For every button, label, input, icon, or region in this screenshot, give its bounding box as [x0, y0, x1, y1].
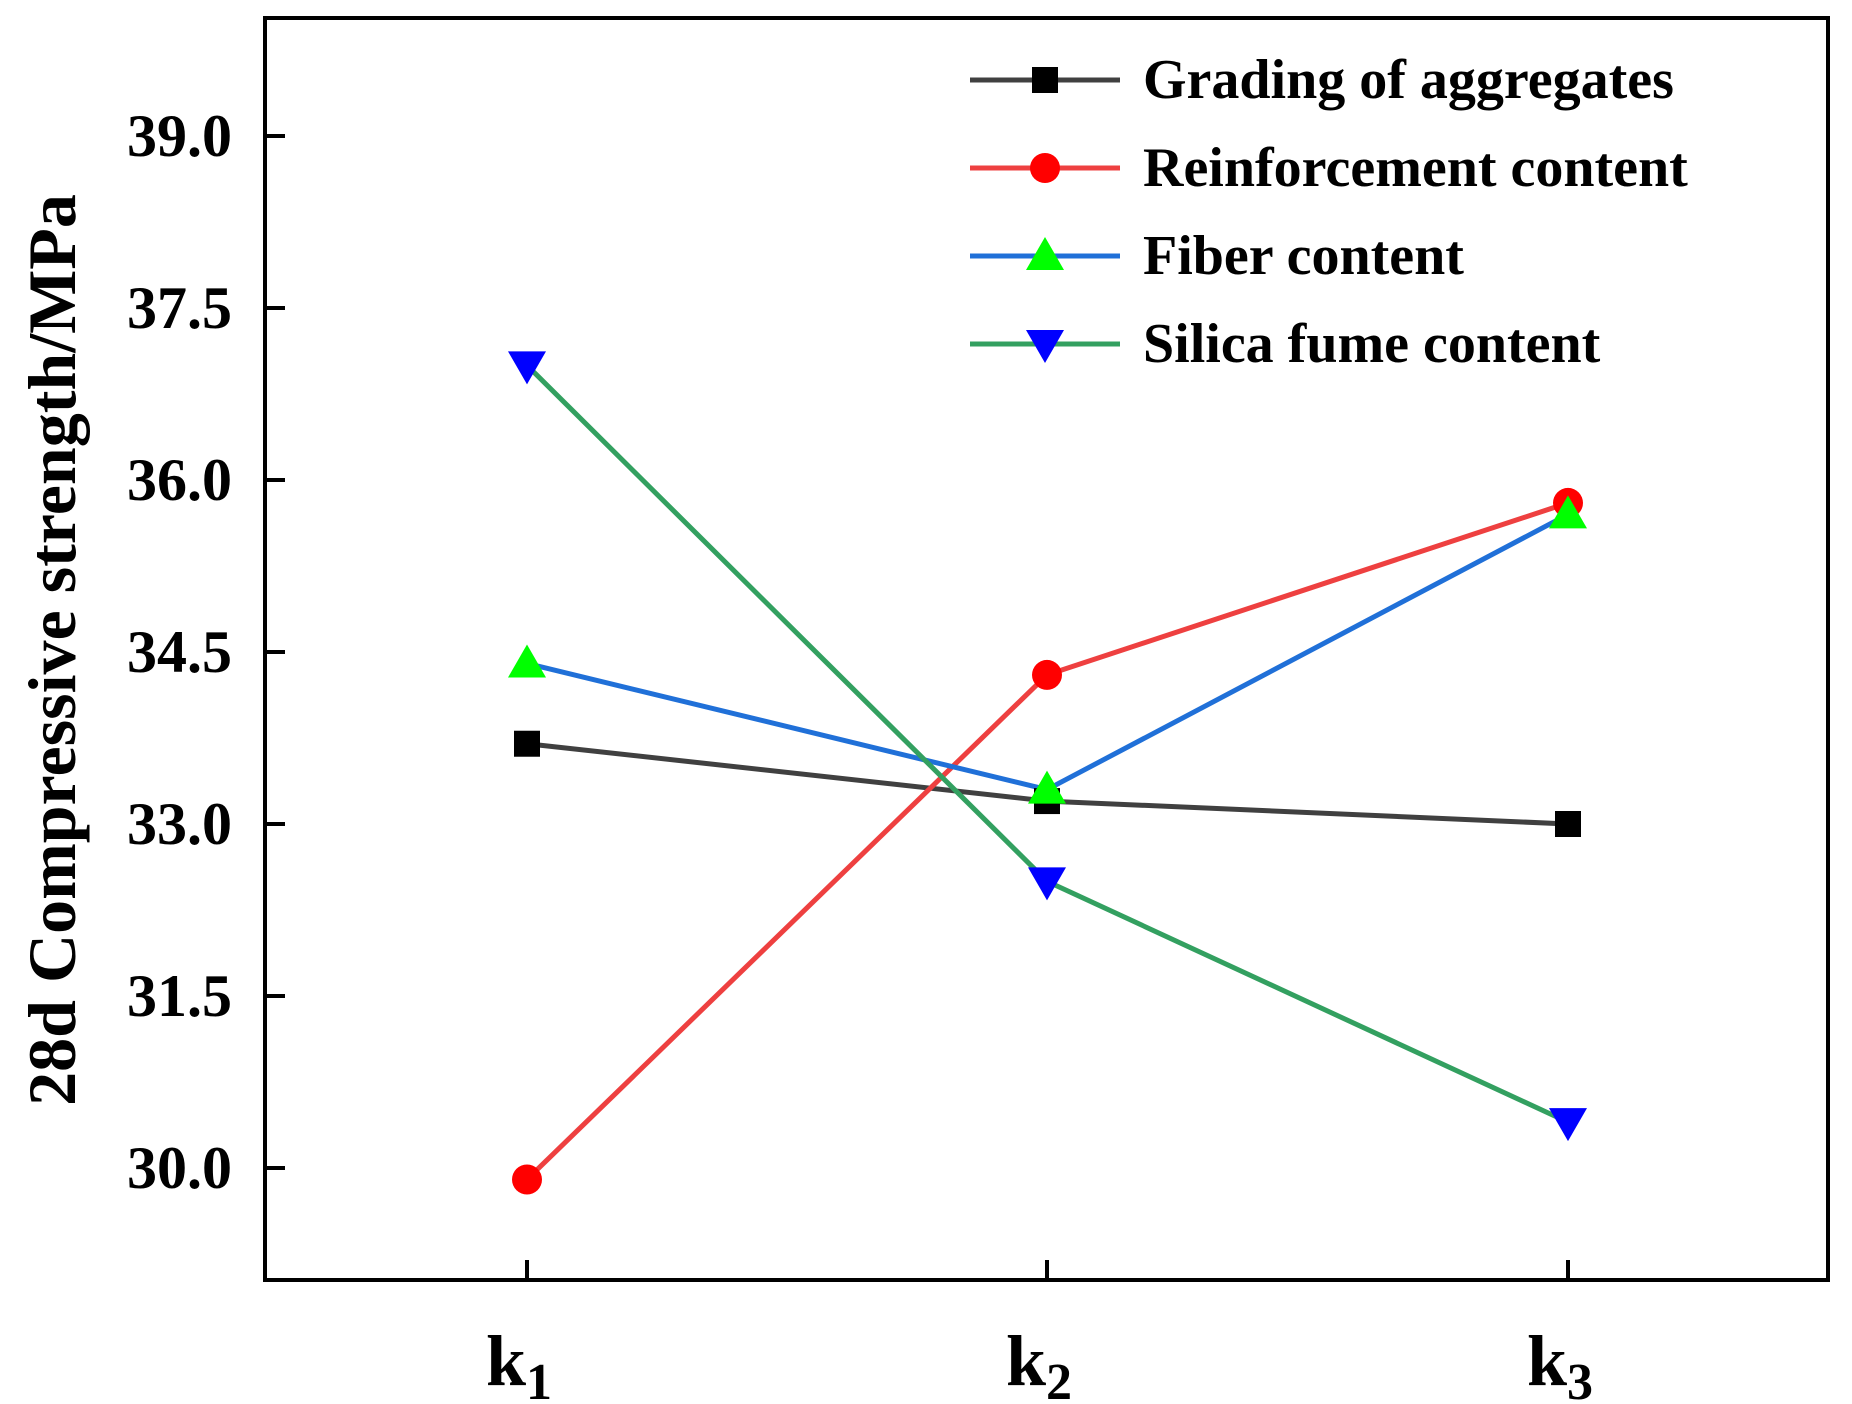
y-tick-label: 34.5: [127, 619, 232, 685]
y-tick-label: 31.5: [127, 963, 232, 1029]
legend: Grading of aggregates Reinforcement conte…: [970, 49, 1688, 375]
data-point: [512, 1164, 542, 1195]
data-point: [1028, 770, 1066, 804]
legend-marker: [1026, 237, 1064, 270]
data-point: [508, 644, 546, 678]
y-tick-label: 39.0: [127, 103, 232, 169]
x-tick-label: k1: [486, 1321, 552, 1404]
legend-marker: [1030, 153, 1060, 183]
data-point: [508, 351, 546, 385]
legend-marker: [1026, 330, 1064, 363]
data-point: [1028, 867, 1066, 901]
y-axis-title: 28d Compressive strength/MPa: [14, 194, 90, 1106]
y-tick-label: 37.5: [127, 275, 232, 341]
series-line: [525, 363, 1570, 1125]
y-axis-ticks: 30.0 31.5 33.0 34.5 36.0 37.5 39.0: [127, 103, 285, 1201]
x-axis-ticks: k1 k2 k3: [486, 1260, 1593, 1404]
series-line: [525, 500, 1569, 1182]
y-tick-label: 36.0: [127, 447, 232, 513]
x-tick-label: k3: [1527, 1321, 1593, 1404]
plot-frame: [263, 16, 1830, 1282]
data-point: [514, 730, 540, 757]
data-point: [1549, 1108, 1587, 1142]
x-tick-label: k2: [1006, 1321, 1072, 1404]
data-point: [1032, 659, 1062, 690]
legend-marker: [1032, 67, 1058, 93]
data-point: [1555, 811, 1581, 837]
series-markers: [508, 351, 1587, 1195]
y-tick-label: 30.0: [127, 1135, 232, 1201]
legend-label: Reinforcement content: [1143, 137, 1688, 199]
legend-label: Silica fume content: [1143, 313, 1601, 375]
data-point: [1549, 495, 1587, 529]
legend-label: Fiber content: [1143, 225, 1464, 287]
y-tick-label: 33.0: [127, 791, 232, 857]
legend-label: Grading of aggregates: [1143, 49, 1674, 111]
